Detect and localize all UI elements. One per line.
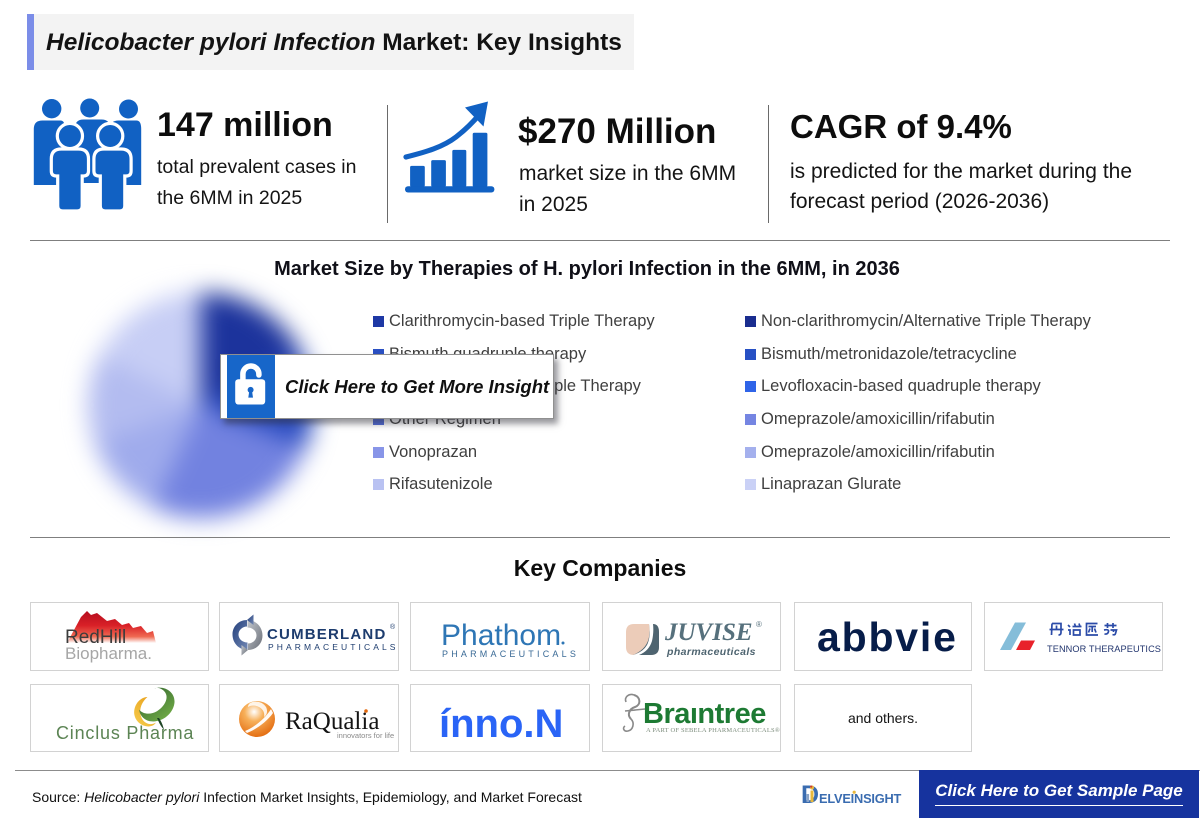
svg-text:Cinclus Pharma: Cinclus Pharma (56, 723, 194, 743)
svg-text:ELVEINSIGHT: ELVEINSIGHT (819, 791, 902, 806)
svg-text:RedHill: RedHill (65, 627, 126, 648)
svg-text:®: ® (390, 623, 396, 631)
svg-text:A PART OF SEBELA PHARMACEUTICA: A PART OF SEBELA PHARMACEUTICALS® (646, 727, 780, 734)
svg-text:ínno.N: ínno.N (439, 702, 563, 746)
svg-text:Braıntree: Braıntree (643, 698, 766, 730)
svg-text:JUVISE: JUVISE (664, 619, 753, 646)
svg-text:PHARMACEUTICALS: PHARMACEUTICALS (442, 649, 579, 659)
svg-text:Biopharma.: Biopharma. (65, 644, 152, 663)
svg-text:Phathom: Phathom (441, 619, 561, 652)
svg-text:PHARMACEUTICALS: PHARMACEUTICALS (268, 642, 398, 652)
svg-text:®: ® (756, 620, 762, 629)
svg-text:D: D (801, 781, 819, 807)
svg-text:innovators for life: innovators for life (337, 731, 394, 740)
svg-text:CUMBERLAND: CUMBERLAND (267, 626, 387, 643)
svg-text:RaQualia: RaQualia (285, 708, 379, 735)
svg-text:TENNOR THERAPEUTICS: TENNOR THERAPEUTICS (1047, 644, 1161, 654)
svg-text:abbvie: abbvie (817, 614, 958, 660)
svg-text:pharmaceuticals: pharmaceuticals (666, 646, 756, 658)
